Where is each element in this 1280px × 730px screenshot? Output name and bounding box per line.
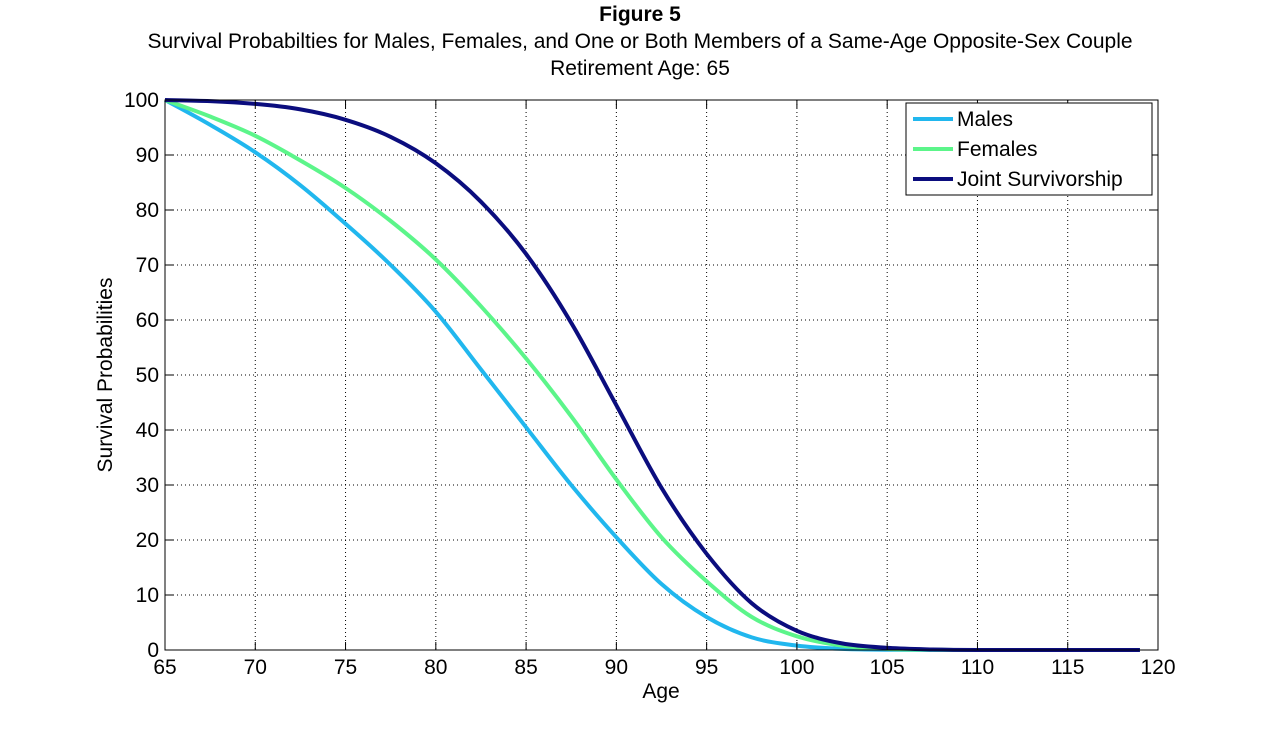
y-tick-label: 70 <box>136 254 159 277</box>
y-tick-label: 50 <box>136 364 159 387</box>
x-tick-label: 100 <box>779 656 814 679</box>
x-tick-label: 105 <box>870 656 905 679</box>
figure-label: Figure 5 <box>599 3 681 26</box>
y-tick-label: 100 <box>124 89 159 112</box>
x-tick-label: 85 <box>514 656 537 679</box>
x-tick-label: 95 <box>695 656 718 679</box>
y-tick-label: 80 <box>136 199 159 222</box>
legend-label-males: Males <box>957 108 1013 131</box>
title-block: Figure 5 Survival Probabilties for Males… <box>0 2 1280 82</box>
legend-label-females: Females <box>957 138 1038 161</box>
x-tick-label: 120 <box>1140 656 1175 679</box>
y-tick-label: 0 <box>147 639 159 662</box>
x-tick-label: 90 <box>605 656 628 679</box>
x-tick-label: 80 <box>424 656 447 679</box>
chart-subtitle: Retirement Age: 65 <box>550 57 730 80</box>
x-tick-label: 115 <box>1051 656 1084 679</box>
axis-ticks: 65 70 75 80 85 90 95 100 105 110 115 120 0 10 20 30 40 50… <box>124 89 1176 679</box>
y-axis-label: Survival Probabilities <box>94 278 117 473</box>
x-axis-label: Age <box>642 680 679 703</box>
legend-label-joint: Joint Survivorship <box>957 168 1123 191</box>
y-tick-label: 40 <box>136 419 159 442</box>
chart-title: Survival Probabilties for Males, Females… <box>147 30 1133 53</box>
x-tick-label: 70 <box>244 656 267 679</box>
y-tick-label: 30 <box>136 474 159 497</box>
y-tick-label: 20 <box>136 529 159 552</box>
y-tick-label: 10 <box>136 584 159 607</box>
x-tick-label: 110 <box>961 656 994 679</box>
legend: Males Females Joint Survivorship <box>905 102 1153 196</box>
y-tick-label: 60 <box>136 309 159 332</box>
y-tick-label: 90 <box>136 144 159 167</box>
series-line-joint-survivorship <box>164 98 1140 653</box>
x-tick-label: 75 <box>334 656 357 679</box>
x-tick-label: 65 <box>153 656 176 679</box>
